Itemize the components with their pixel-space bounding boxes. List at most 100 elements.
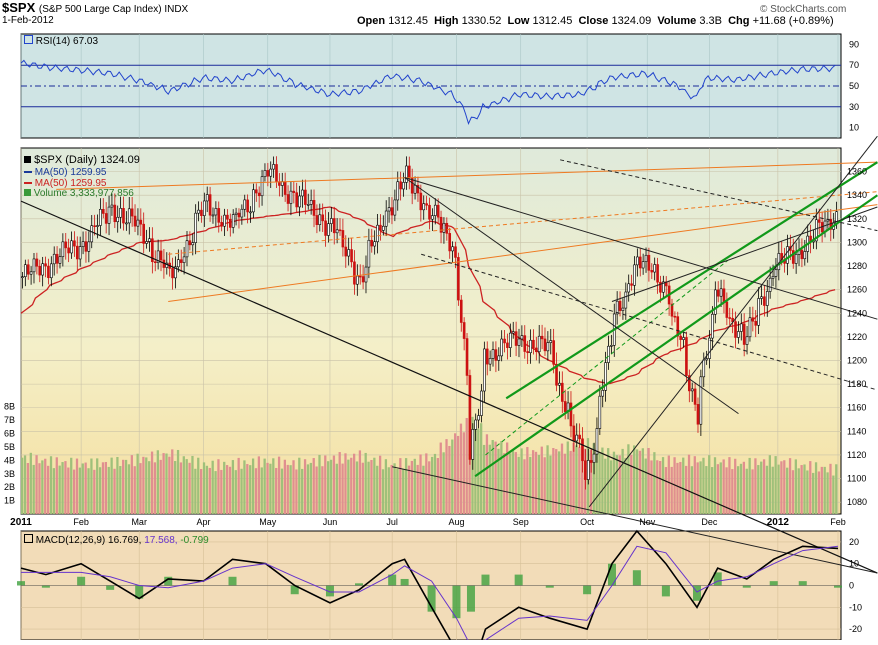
month-tick-label: Aug <box>448 517 464 527</box>
volume-bar <box>661 457 665 514</box>
candle-body <box>246 199 249 213</box>
volume-bar <box>774 456 777 514</box>
volume-bar <box>416 464 419 514</box>
candle-body <box>774 269 778 277</box>
price-tick-label: 1100 <box>847 474 866 484</box>
volume-bar <box>410 460 414 514</box>
month-tick-label: May <box>259 517 277 527</box>
volume-bar <box>70 457 73 514</box>
candle-body <box>136 219 140 227</box>
candle-body <box>254 189 258 194</box>
candle-body <box>41 263 44 276</box>
high-label: High <box>434 15 459 27</box>
volume-bar <box>734 458 737 514</box>
macd-legend-prefix: MACD(12,26,9) <box>35 535 106 546</box>
volume-bar <box>494 441 497 514</box>
volume-bar <box>820 466 823 514</box>
candle-body <box>35 258 39 267</box>
rsi-legend-text: RSI(14) 67.03 <box>35 36 99 47</box>
candle-body <box>483 348 486 392</box>
volume-bar <box>220 469 223 514</box>
candle-body <box>58 256 62 264</box>
candle-body <box>332 218 336 234</box>
volume-bar <box>676 462 679 514</box>
candle-body <box>610 345 613 347</box>
volume-bar <box>719 462 722 514</box>
volume-bar <box>788 458 792 514</box>
candle-body <box>179 259 183 263</box>
volume-bar <box>693 456 696 514</box>
volume-bar <box>517 456 520 514</box>
volume-bar <box>635 449 639 514</box>
volume-bar <box>762 459 766 514</box>
volume-bar <box>488 444 491 514</box>
macd-histogram-bar <box>400 578 409 586</box>
volume-bar <box>321 466 324 514</box>
volume-bar <box>329 459 333 514</box>
volume-bar <box>705 466 708 514</box>
candle-body <box>73 240 76 247</box>
volume-bar <box>64 461 67 514</box>
volume-bar <box>367 461 370 514</box>
low-value: 1312.45 <box>532 15 573 27</box>
volume-bar <box>55 457 58 514</box>
volume-bar <box>465 417 468 514</box>
volume-bar <box>29 452 32 514</box>
candle-body <box>737 331 740 338</box>
candle-body <box>471 429 475 460</box>
volume-bar <box>174 461 177 514</box>
candle-body <box>768 277 772 292</box>
volume-bar <box>254 468 258 514</box>
volume-bar <box>814 462 818 514</box>
volume-bar <box>286 464 289 514</box>
volume-bar <box>595 447 598 514</box>
candle-body <box>739 323 743 332</box>
price-tick-label: 1080 <box>847 497 867 507</box>
volume-bar <box>263 458 266 514</box>
volume-bar <box>376 465 379 514</box>
candle-body <box>540 335 544 340</box>
month-tick-label: Sep <box>513 517 529 527</box>
volume-bar <box>197 457 200 514</box>
volume-bar <box>777 464 780 514</box>
volume-bar <box>549 455 552 514</box>
candle-body <box>243 199 247 210</box>
volume-bar <box>806 470 809 514</box>
volume-bar <box>514 452 517 514</box>
candle-body <box>335 229 339 234</box>
price-tick-label: 1240 <box>847 308 867 318</box>
volume-bar <box>165 453 168 514</box>
candle-body <box>182 256 186 263</box>
volume-bar <box>687 454 691 514</box>
candle-body <box>376 224 379 243</box>
volume-bar <box>413 458 416 514</box>
volume-bar <box>301 468 304 514</box>
volume-bar <box>240 468 243 514</box>
volume-bar <box>757 465 760 514</box>
candle-body <box>257 192 261 197</box>
candle-body <box>171 268 174 279</box>
candle-body <box>532 339 535 349</box>
macd-histogram-bar <box>798 581 807 586</box>
macd-histogram-bar <box>41 585 50 588</box>
candle-body <box>598 395 602 429</box>
candle-body <box>760 296 763 299</box>
candle-body <box>621 307 625 311</box>
candle-body <box>107 206 111 224</box>
volume-bar <box>430 456 434 514</box>
volume-bar <box>794 459 797 514</box>
volume-bar <box>384 459 388 514</box>
candle-body <box>315 215 319 225</box>
candle-body <box>708 337 711 359</box>
volume-bar <box>381 469 385 514</box>
candle-body <box>425 203 428 206</box>
volume-bar <box>531 450 535 514</box>
volume-bar <box>312 458 315 514</box>
volume-bar <box>72 469 76 514</box>
candle-body <box>431 215 434 220</box>
volume-bar <box>303 459 307 514</box>
candle-body <box>529 339 532 354</box>
volume-bar <box>90 458 93 514</box>
price-tick-label: 1280 <box>847 261 867 271</box>
candle-body <box>578 434 581 440</box>
